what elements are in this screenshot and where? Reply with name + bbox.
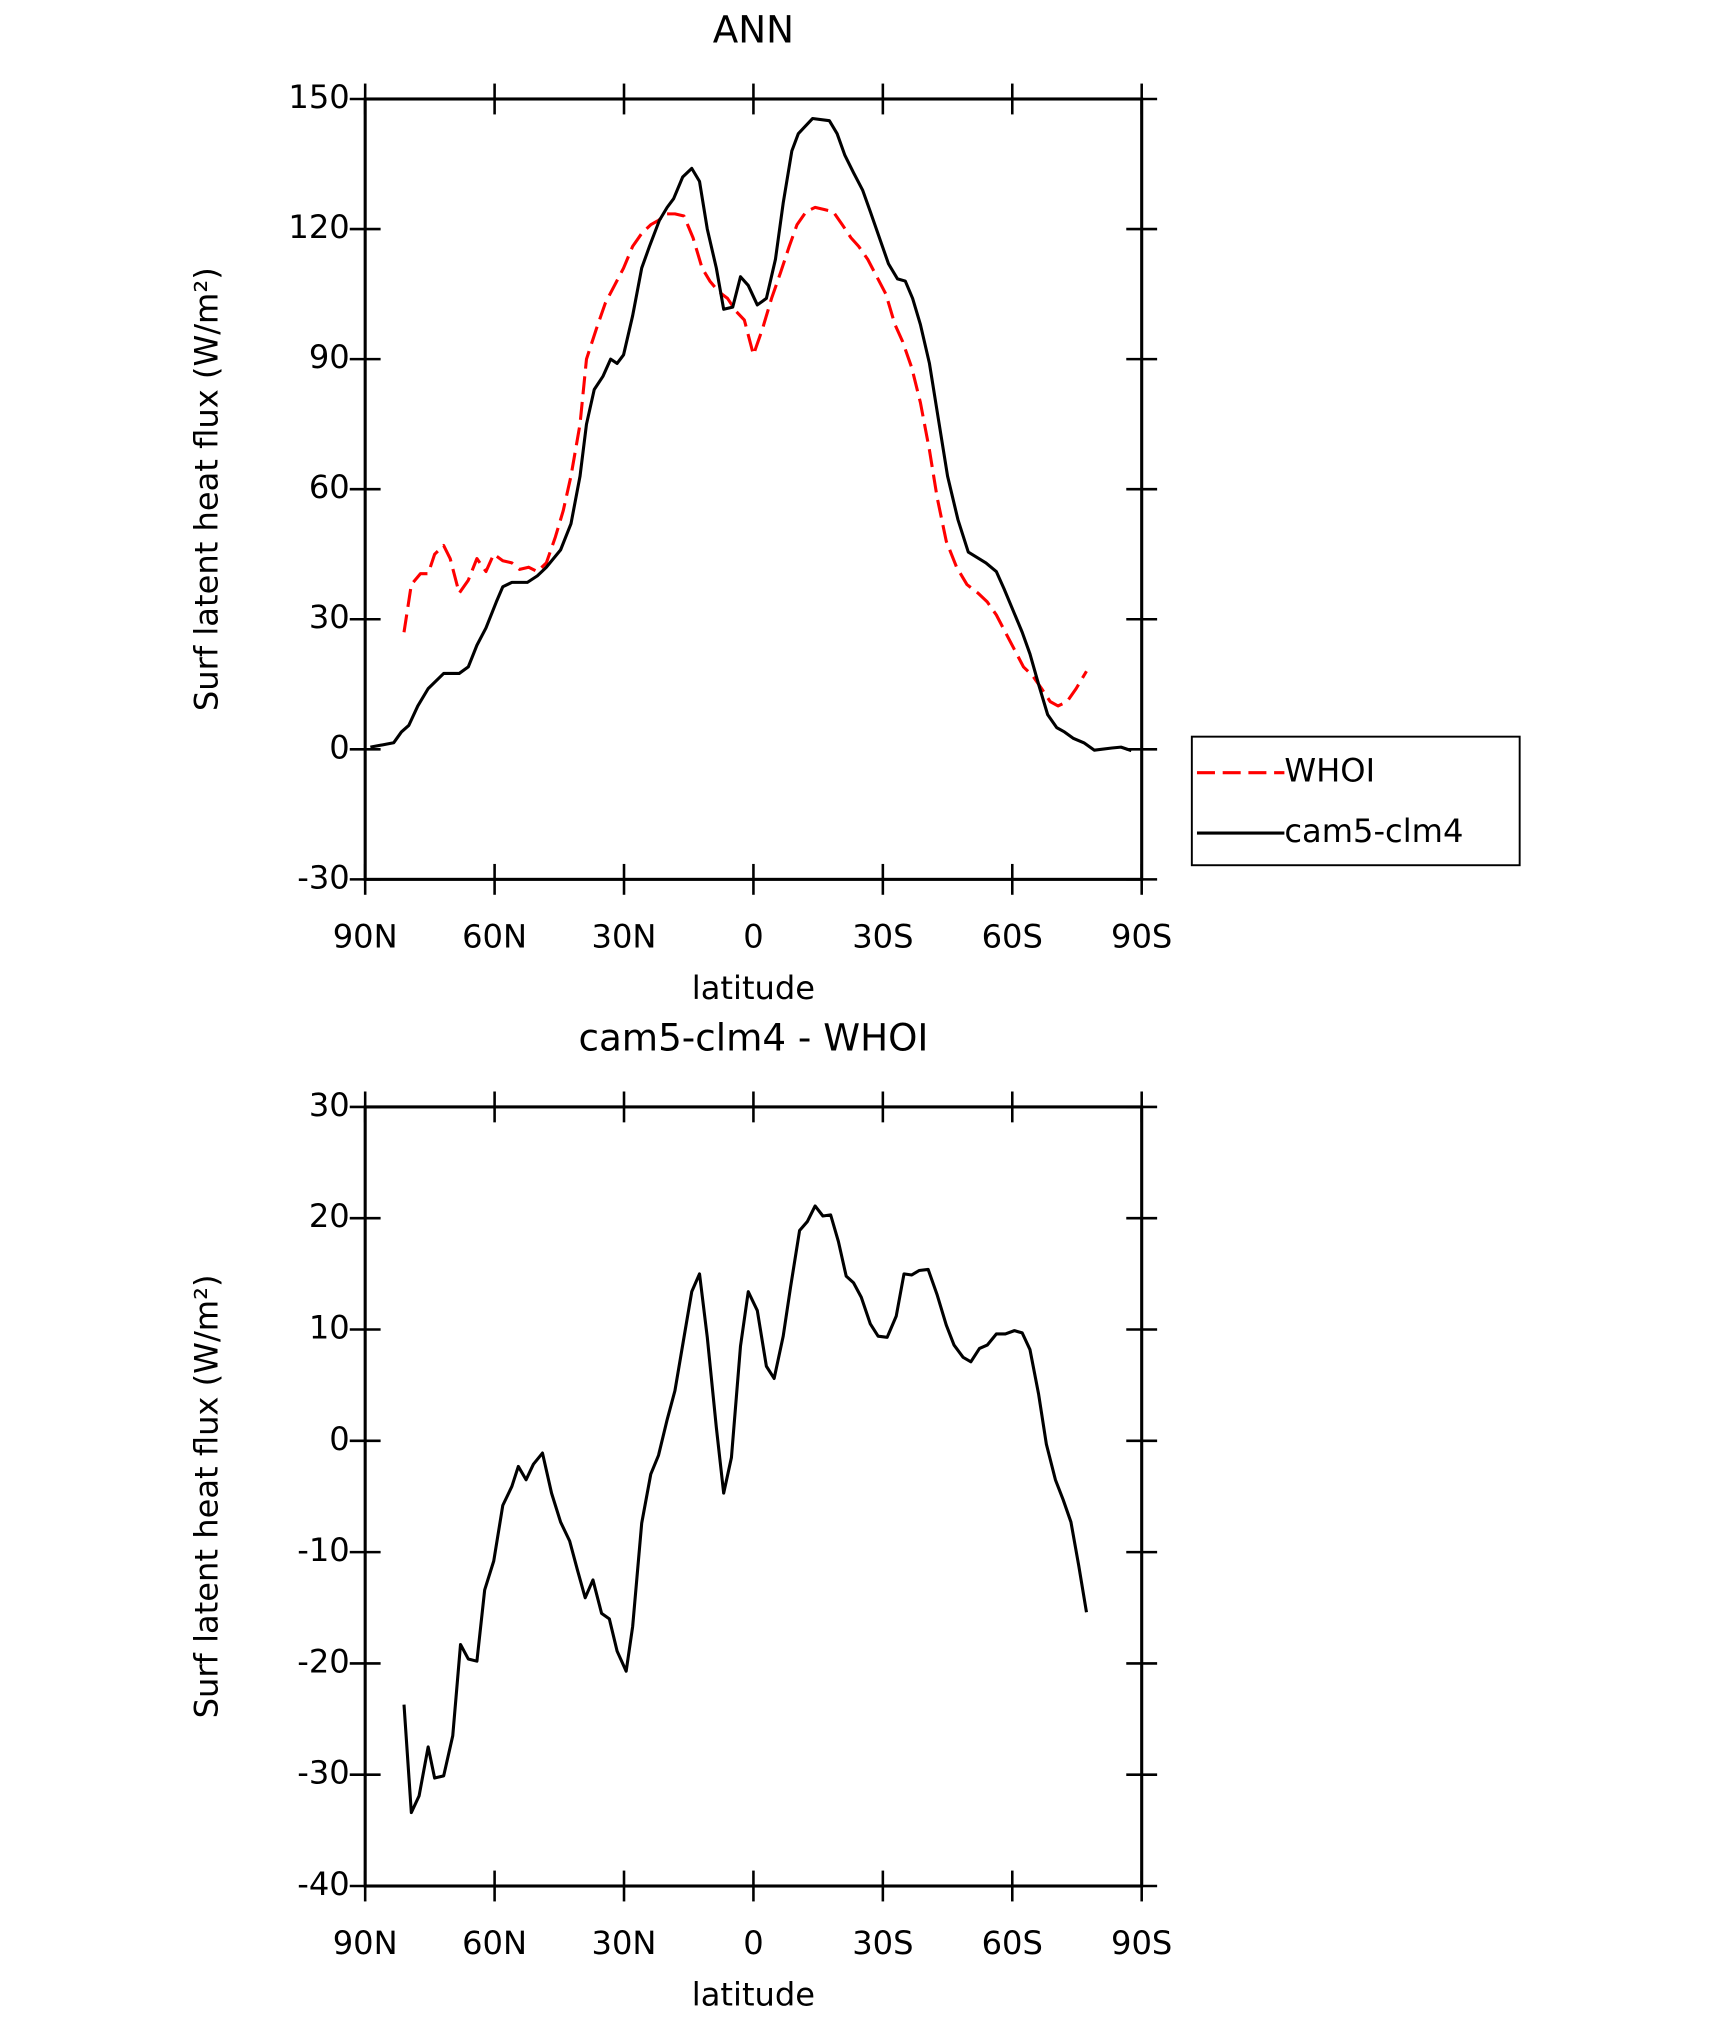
x-tick-label: 90S [1111,1924,1172,1962]
series-line [402,205,1088,708]
series-line [370,116,1132,753]
y-tick-label: 60 [309,468,350,506]
x-tick-label: 30S [852,918,913,956]
y-tick-label: -10 [297,1531,349,1569]
series-line [402,1204,1088,1815]
y-tick-label: 20 [309,1197,350,1235]
y-tick-label: -30 [297,858,349,896]
y-tick-label: 30 [309,1086,350,1124]
y-tick-label: 90 [309,338,350,376]
plot-frame [363,1105,1144,1888]
legend-box [1190,735,1521,867]
x-tick-label: 60N [462,1924,527,1962]
y-tick-label: 0 [329,1420,349,1458]
chart-title: ANN [713,8,794,52]
x-tick-label: 60S [982,1924,1043,1962]
x-tick-label: 30S [852,1924,913,1962]
x-tick-label: 90S [1111,918,1172,956]
y-tick-label: 150 [288,78,349,116]
y-tick-label: 10 [309,1309,350,1347]
x-tick-label: 90N [333,1924,398,1962]
y-tick-label: 120 [288,208,349,246]
x-tick-label: 90N [333,918,398,956]
y-tick-label: 0 [329,728,349,766]
chart-title: cam5-clm4 - WHOI [578,1016,928,1060]
plot-frame [363,97,1144,881]
y-axis-label: Surf latent heat flux (W/m²) [187,1275,225,1719]
y-tick-label: -40 [297,1865,349,1903]
y-tick-label: -20 [297,1642,349,1680]
x-tick-label: 30N [592,1924,657,1962]
y-axis-label: Surf latent heat flux (W/m²) [187,267,225,711]
x-axis-label: latitude [692,969,815,1007]
x-tick-label: 30N [592,918,657,956]
x-tick-label: 0 [743,918,763,956]
x-tick-label: 60N [462,918,527,956]
x-tick-label: 60S [982,918,1043,956]
y-tick-label: 30 [309,598,350,636]
legend-label: WHOI [1284,752,1375,790]
x-tick-label: 0 [743,1924,763,1962]
legend-label: cam5-clm4 [1284,812,1463,850]
y-tick-label: -30 [297,1754,349,1792]
x-axis-label: latitude [692,1976,815,2014]
